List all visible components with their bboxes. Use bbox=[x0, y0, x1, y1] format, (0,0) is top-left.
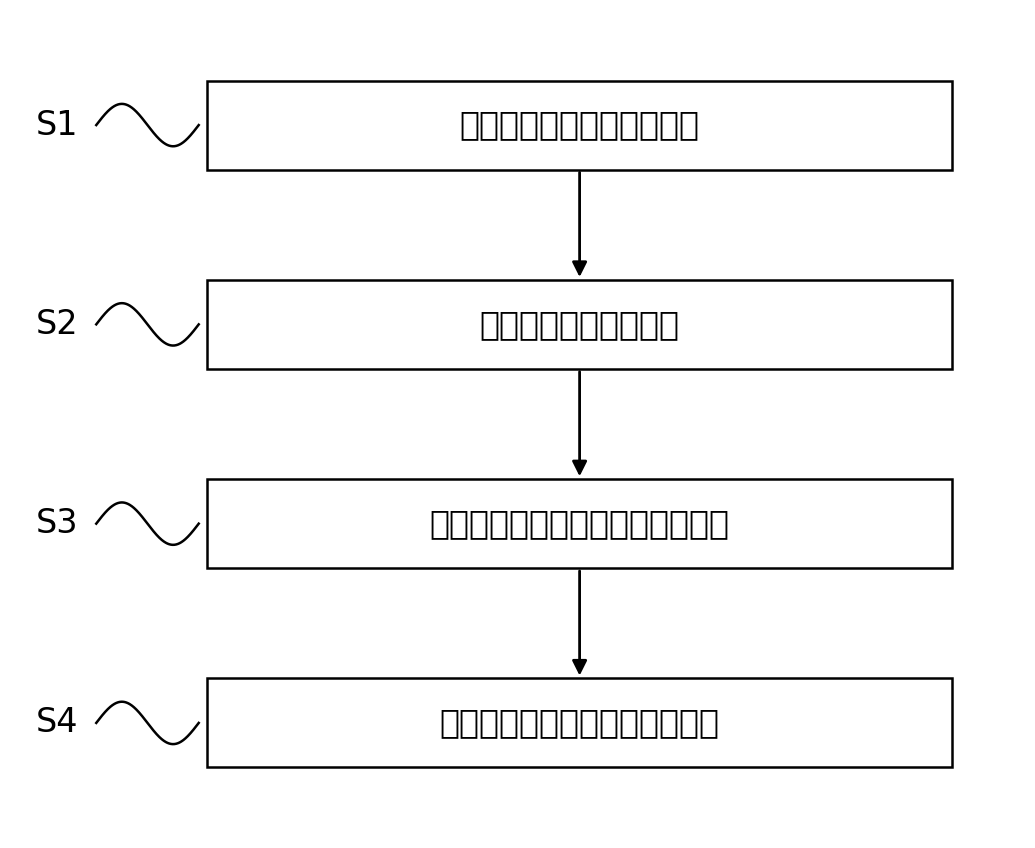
Text: 建立双层鲁棒优化调度模型: 建立双层鲁棒优化调度模型 bbox=[460, 109, 700, 142]
Text: 建立双层鲁棒优化调度的约束条件: 建立双层鲁棒优化调度的约束条件 bbox=[430, 507, 730, 540]
Text: S2: S2 bbox=[35, 308, 79, 341]
Text: S3: S3 bbox=[35, 507, 79, 540]
Text: S4: S4 bbox=[35, 706, 79, 739]
Text: S1: S1 bbox=[35, 109, 79, 142]
Text: 建立优化调度目标函数: 建立优化调度目标函数 bbox=[479, 308, 680, 341]
Text: 利用列和约束生成算法求解模型: 利用列和约束生成算法求解模型 bbox=[440, 706, 719, 739]
Bar bbox=[207, 479, 952, 568]
Bar bbox=[207, 678, 952, 767]
Bar bbox=[207, 280, 952, 369]
Bar bbox=[207, 81, 952, 170]
